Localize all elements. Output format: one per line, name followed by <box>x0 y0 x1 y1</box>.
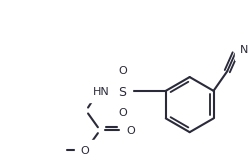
Text: O: O <box>118 108 127 118</box>
Text: O: O <box>81 146 90 156</box>
Text: HN: HN <box>92 87 109 97</box>
Text: O: O <box>126 126 135 136</box>
Text: N: N <box>240 44 248 55</box>
Text: S: S <box>118 86 126 99</box>
Text: O: O <box>118 66 127 76</box>
